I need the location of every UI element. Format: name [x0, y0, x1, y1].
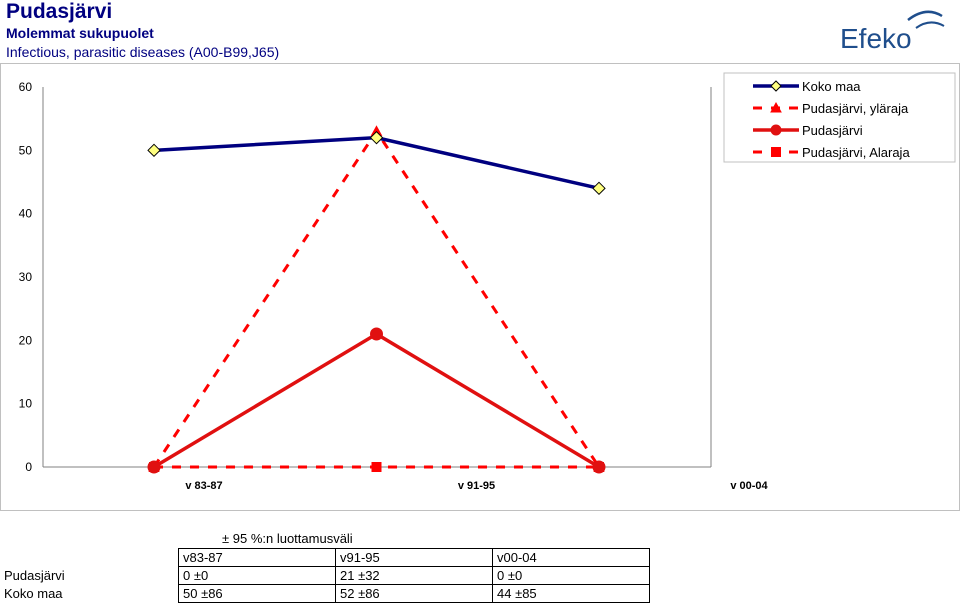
data-point-diamond	[770, 80, 782, 92]
series-2	[147, 327, 606, 474]
x-tick-label: v 83-87	[185, 480, 222, 492]
y-axis: 0 10 20 30 40 50 60	[19, 80, 33, 474]
table-row: Pudasjärvi 0 ±0 21 ±32 0 ±0	[0, 566, 650, 585]
confidence-interval-caption: ± 95 %:n luottamusväli	[222, 531, 353, 546]
x-tick-label: v 91-95	[458, 480, 495, 492]
table-cell: 0 ±0	[178, 566, 336, 585]
table-header-cell: v91-95	[335, 548, 493, 567]
series-line	[153, 135, 600, 191]
logo-swoosh-icon	[907, 10, 943, 21]
data-point-square	[371, 462, 382, 472]
data-point-diamond	[147, 143, 161, 158]
data-point-diamond	[592, 181, 606, 196]
y-tick-label: 50	[19, 143, 33, 157]
legend-label: Pudasjärvi, Alaraja	[802, 145, 910, 160]
legend-item: Koko maa	[753, 79, 861, 94]
legend-label: Pudasjärvi, yläraja	[802, 101, 909, 116]
series-1	[148, 125, 605, 472]
table-header-empty	[0, 549, 179, 567]
table-row: Koko maa 50 ±86 52 ±86 44 ±85	[0, 584, 650, 603]
data-point-circle	[370, 327, 383, 341]
chart-area: 0 10 20 30 40 50 60 v 83-87 v 91-95 v 00-04 Koko…	[0, 63, 960, 511]
table-row-label: Pudasjärvi	[4, 568, 65, 583]
x-axis: v 83-87 v 91-95 v 00-04	[185, 480, 768, 492]
table-header-row: v83-87 v91-95 v00-04	[0, 548, 650, 567]
series-line	[152, 128, 601, 468]
series-line	[153, 331, 600, 469]
page-subtitle-diagnosis: Infectious, parasitic diseases (A00-B99,…	[6, 44, 280, 60]
data-point-circle	[592, 460, 606, 474]
page-title: Pudasjärvi	[6, 0, 113, 23]
data-point-diamond	[369, 130, 384, 145]
data-table: v83-87 v91-95 v00-04 Pudasjärvi 0 ±0 21 …	[0, 548, 650, 603]
plot-area	[42, 87, 712, 468]
legend: Koko maa Pudasjärvi, yläraja Pudasjärvi Pud…	[723, 72, 956, 163]
data-point-circle	[147, 460, 161, 474]
legend-box	[723, 72, 956, 163]
data-point-square	[771, 147, 781, 157]
table-cell: 0 ±0	[492, 566, 650, 585]
table-cell: 52 ±86	[335, 584, 493, 603]
efeko-logo: Efeko	[838, 6, 948, 56]
data-point-triangle	[770, 101, 782, 113]
legend-label: Koko maa	[802, 79, 861, 94]
y-tick-label: 0	[25, 460, 32, 474]
table-cell: 50 ±86	[178, 584, 336, 603]
table-cell: 21 ±32	[335, 566, 493, 585]
page-subtitle: Molemmat sukupuolet	[6, 25, 154, 41]
series-0	[147, 130, 606, 196]
legend-item: Pudasjärvi, Alaraja	[753, 145, 910, 160]
legend-item: Pudasjärvi	[753, 123, 863, 138]
y-tick-label: 30	[19, 270, 33, 284]
table-row-label: Koko maa	[4, 586, 63, 601]
data-point-circle	[770, 124, 782, 136]
legend-label: Pudasjärvi	[802, 123, 863, 138]
legend-item: Pudasjärvi, yläraja	[753, 101, 909, 116]
x-tick-label: v 00-04	[730, 480, 768, 492]
y-tick-label: 40	[19, 207, 33, 221]
y-tick-label: 60	[19, 80, 33, 94]
table-header-cell: v00-04	[492, 548, 650, 567]
table-cell: 44 ±85	[492, 584, 650, 603]
line-chart: 0 10 20 30 40 50 60 v 83-87 v 91-95 v 00-04 Koko…	[19, 72, 956, 492]
y-tick-label: 20	[19, 333, 33, 347]
logo-text: Efeko	[840, 23, 912, 54]
series-layer	[147, 125, 606, 474]
y-tick-label: 10	[19, 397, 33, 411]
table-header-cell: v83-87	[178, 548, 336, 567]
